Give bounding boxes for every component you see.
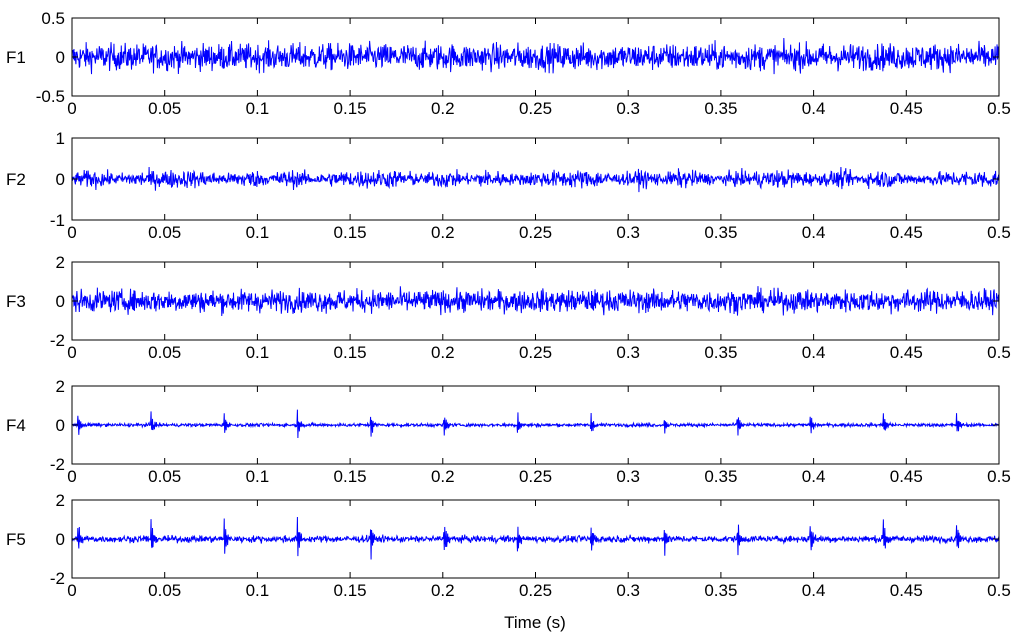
x-tick-label: 0 — [67, 581, 76, 600]
signal-line — [71, 286, 1000, 316]
y-tick-label: 2 — [56, 253, 65, 272]
x-tick-label: 0 — [67, 99, 76, 118]
x-tick-label: 0.25 — [519, 467, 552, 486]
signal-line — [71, 37, 1000, 75]
x-tick-label: 0.2 — [431, 467, 455, 486]
x-tick-label: 0.15 — [334, 99, 367, 118]
x-tick-label: 0.4 — [802, 581, 826, 600]
x-tick-label: 0.45 — [890, 581, 923, 600]
x-tick-label: 0.15 — [334, 581, 367, 600]
x-tick-label: 0.25 — [519, 99, 552, 118]
y-tick-label: 0 — [56, 292, 65, 311]
y-axis-label: F4 — [6, 416, 26, 435]
x-tick-label: 0.35 — [704, 343, 737, 362]
x-tick-label: 0.1 — [246, 581, 270, 600]
y-tick-label: 0 — [56, 48, 65, 67]
x-tick-label: 0.15 — [334, 343, 367, 362]
x-tick-label: 0.5 — [987, 223, 1011, 242]
x-tick-label: 0.05 — [148, 99, 181, 118]
x-tick-label: 0.5 — [987, 99, 1011, 118]
subplot-5: 0 0.05 0.1 0.15 0.2 0.25 0.3 0.35 0.4 0.45 0.5-202… — [6, 491, 1011, 600]
y-tick-label: 2 — [56, 491, 65, 510]
y-tick-label: -1 — [50, 211, 65, 230]
x-tick-label: 0.35 — [704, 467, 737, 486]
x-tick-label: 0.35 — [704, 223, 737, 242]
subplot-3: 0 0.05 0.1 0.15 0.2 0.25 0.3 0.35 0.4 0.45 0.5-202… — [6, 253, 1011, 362]
x-tick-label: 0.3 — [616, 467, 640, 486]
x-tick-label: 0.5 — [987, 467, 1011, 486]
x-tick-label: 0.45 — [890, 223, 923, 242]
x-tick-label: 0.1 — [246, 467, 270, 486]
x-tick-label: 0.05 — [148, 223, 181, 242]
x-tick-label: 0.4 — [802, 223, 826, 242]
y-tick-label: -2 — [50, 331, 65, 350]
x-tick-label: 0.05 — [148, 581, 181, 600]
x-tick-label: 0.1 — [246, 343, 270, 362]
x-tick-label: 0.45 — [890, 467, 923, 486]
x-tick-label: 0.4 — [802, 343, 826, 362]
x-tick-label: 0.3 — [616, 223, 640, 242]
y-tick-label: 0.5 — [41, 9, 65, 28]
y-tick-label: 0 — [56, 530, 65, 549]
x-tick-label: 0.25 — [519, 581, 552, 600]
x-tick-label: 0.15 — [334, 223, 367, 242]
x-tick-label: 0.2 — [431, 223, 455, 242]
subplot-4: 0 0.05 0.1 0.15 0.2 0.25 0.3 0.35 0.4 0.45 0.5-202… — [6, 377, 1011, 486]
x-tick-label: 0 — [67, 343, 76, 362]
signal-line — [71, 409, 1000, 438]
x-tick-label: 0.3 — [616, 99, 640, 118]
x-tick-label: 0.4 — [802, 467, 826, 486]
x-tick-label: 0.35 — [704, 99, 737, 118]
signal-line — [71, 517, 1000, 560]
y-tick-label: 2 — [56, 377, 65, 396]
y-axis-label: F1 — [6, 48, 26, 67]
x-tick-label: 0.45 — [890, 343, 923, 362]
subplots: 0 0.05 0.1 0.15 0.2 0.25 0.3 0.35 0.4 0.45 0.5 -0.5… — [6, 9, 1011, 600]
x-tick-label: 0.2 — [431, 99, 455, 118]
y-tick-label: -2 — [50, 455, 65, 474]
x-tick-label: 0.05 — [148, 343, 181, 362]
x-tick-label: 0 — [67, 223, 76, 242]
y-axis-label: F2 — [6, 170, 26, 189]
x-tick-label: 0.2 — [431, 581, 455, 600]
signal-line — [71, 166, 1000, 193]
x-tick-label: 0.5 — [987, 581, 1011, 600]
x-tick-label: 0.25 — [519, 343, 552, 362]
x-tick-label: 0.15 — [334, 467, 367, 486]
x-tick-label: 0 — [67, 467, 76, 486]
x-tick-label: 0.2 — [431, 343, 455, 362]
x-axis-label: Time (s) — [504, 613, 566, 632]
x-tick-label: 0.1 — [246, 223, 270, 242]
x-tick-label: 0.5 — [987, 343, 1011, 362]
y-tick-label: 1 — [56, 129, 65, 148]
y-tick-label: 0 — [56, 170, 65, 189]
y-tick-label: -2 — [50, 569, 65, 588]
subplot-2: 0 0.05 0.1 0.15 0.2 0.25 0.3 0.35 0.4 0.45 0.5-101… — [6, 129, 1011, 242]
y-axis-label: F5 — [6, 530, 26, 549]
x-tick-label: 0.35 — [704, 581, 737, 600]
y-tick-label: 0 — [56, 416, 65, 435]
y-tick-label: -0.5 — [36, 87, 65, 106]
y-axis-label: F3 — [6, 292, 26, 311]
x-tick-label: 0.1 — [246, 99, 270, 118]
x-tick-label: 0.4 — [802, 99, 826, 118]
subplot-1: 0 0.05 0.1 0.15 0.2 0.25 0.3 0.35 0.4 0.45 0.5 -0.5… — [6, 9, 1011, 118]
x-tick-label: 0.45 — [890, 99, 923, 118]
x-tick-label: 0.25 — [519, 223, 552, 242]
x-tick-label: 0.05 — [148, 467, 181, 486]
x-tick-label: 0.3 — [616, 581, 640, 600]
x-tick-label: 0.3 — [616, 343, 640, 362]
